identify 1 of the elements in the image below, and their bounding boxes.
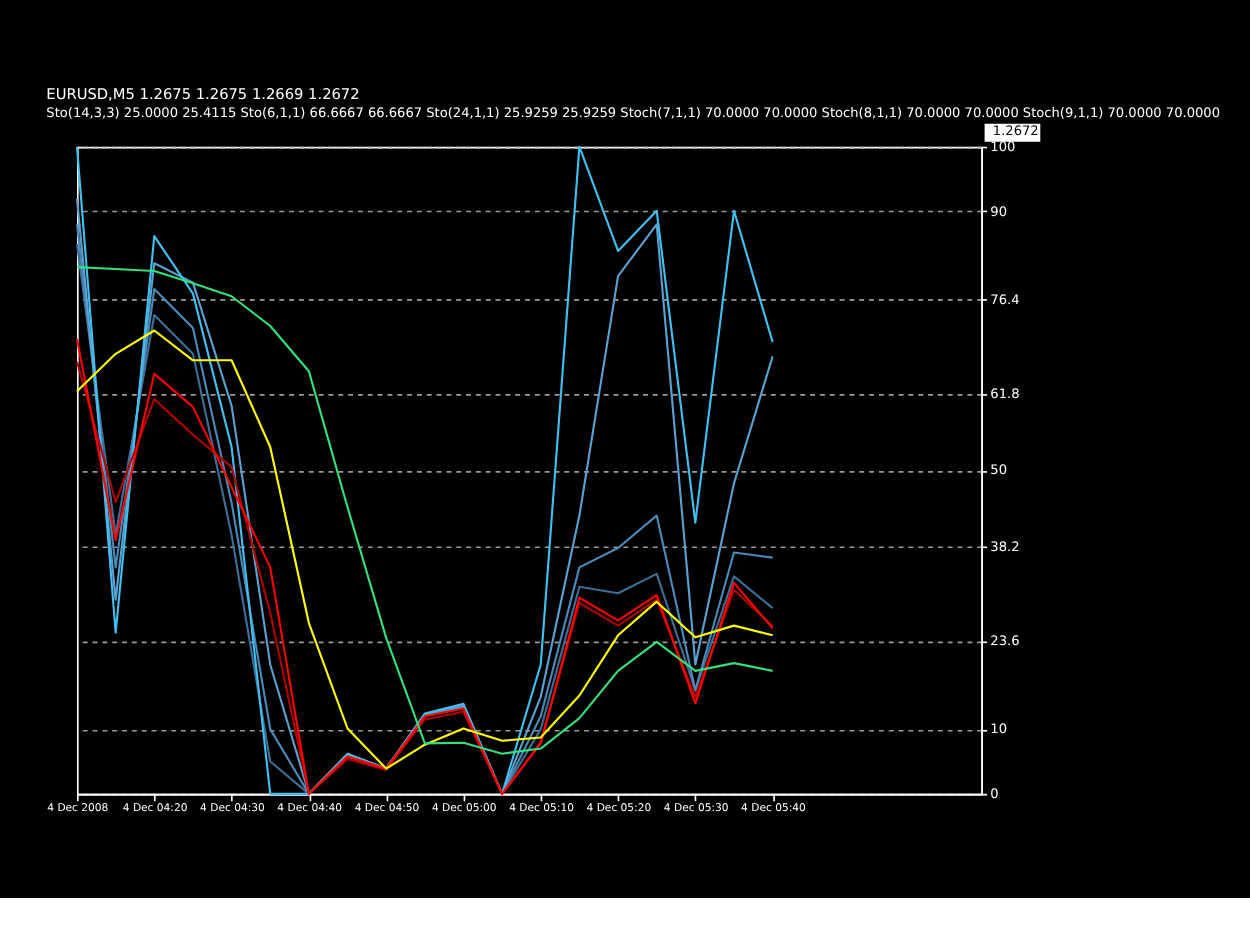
chart-title: EURUSD,M5 1.2675 1.2675 1.2669 1.2672 — [46, 85, 360, 104]
